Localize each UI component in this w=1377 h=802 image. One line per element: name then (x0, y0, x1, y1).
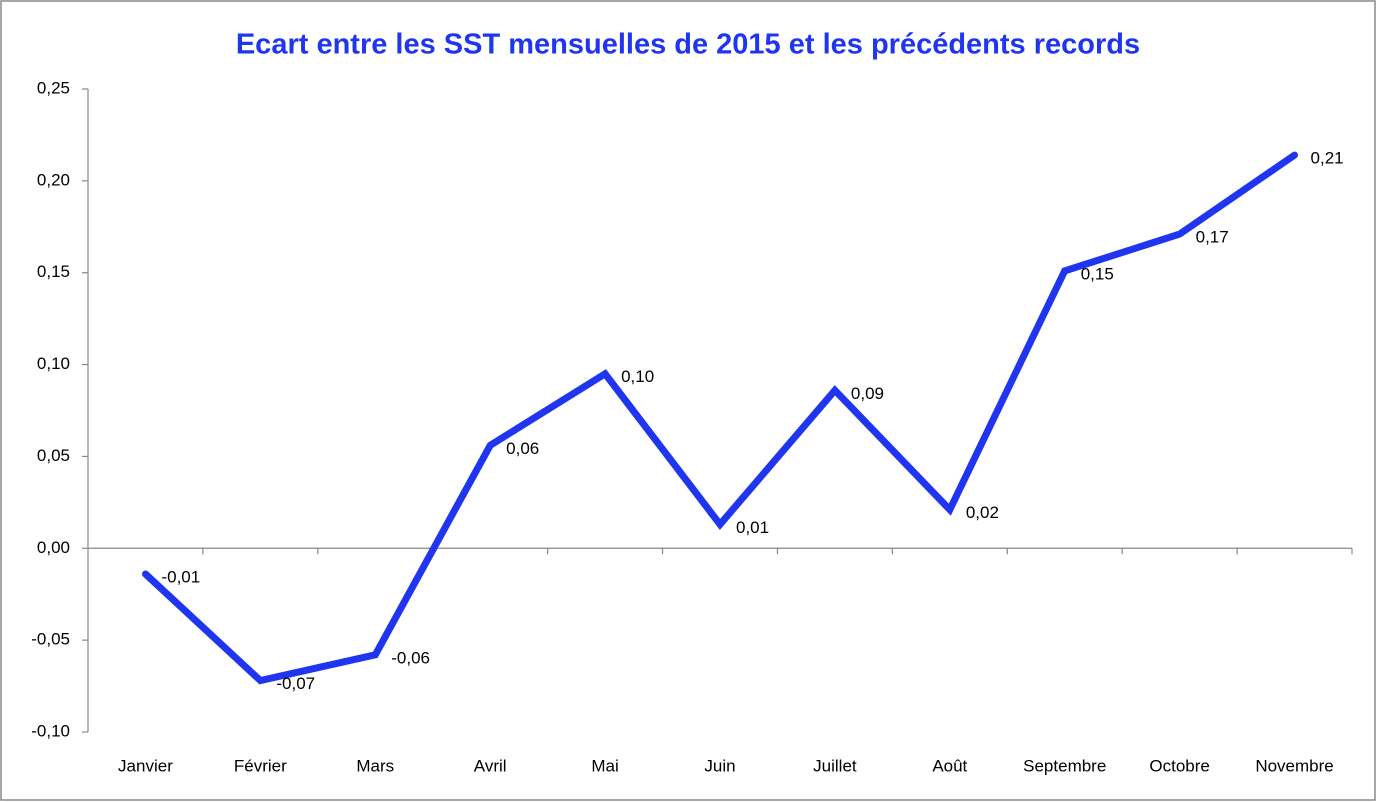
x-tick-label: Octobre (1149, 756, 1209, 775)
data-label: -0,06 (391, 648, 430, 667)
data-label: 0,01 (736, 518, 769, 537)
x-tick-label: Mai (591, 756, 618, 775)
x-tick-label: Novembre (1255, 756, 1333, 775)
x-tick-label: Avril (474, 756, 507, 775)
chart-title: Ecart entre les SST mensuelles de 2015 e… (236, 29, 1140, 61)
y-tick-label: 0,20 (37, 170, 70, 189)
x-tick-label: Janvier (118, 756, 173, 775)
x-tick-label: Juin (704, 756, 735, 775)
y-tick-label: 0,00 (37, 538, 70, 557)
y-tick-label: 0,10 (37, 354, 70, 373)
x-tick-label: Septembre (1023, 756, 1106, 775)
x-tick-label: Février (234, 756, 287, 775)
y-tick-label: 0,15 (37, 262, 70, 281)
y-tick-label: -0,10 (31, 721, 70, 740)
data-label: 0,09 (851, 384, 884, 403)
y-tick-label: 0,25 (37, 78, 70, 97)
x-tick-label: Mars (356, 756, 394, 775)
data-label: 0,17 (1196, 228, 1229, 247)
data-label: 0,06 (506, 439, 539, 458)
data-label: -0,01 (161, 567, 200, 586)
data-line (142, 151, 1298, 685)
data-label: 0,10 (621, 367, 654, 386)
x-tick-label: Juillet (813, 756, 857, 775)
data-label: 0,15 (1081, 264, 1114, 283)
x-tick-label: Août (932, 756, 967, 775)
data-label: 0,21 (1311, 149, 1344, 168)
data-label: -0,07 (276, 674, 315, 693)
y-tick-label: 0,05 (37, 446, 70, 465)
data-label: 0,02 (966, 503, 999, 522)
y-tick-label: -0,05 (31, 630, 70, 649)
